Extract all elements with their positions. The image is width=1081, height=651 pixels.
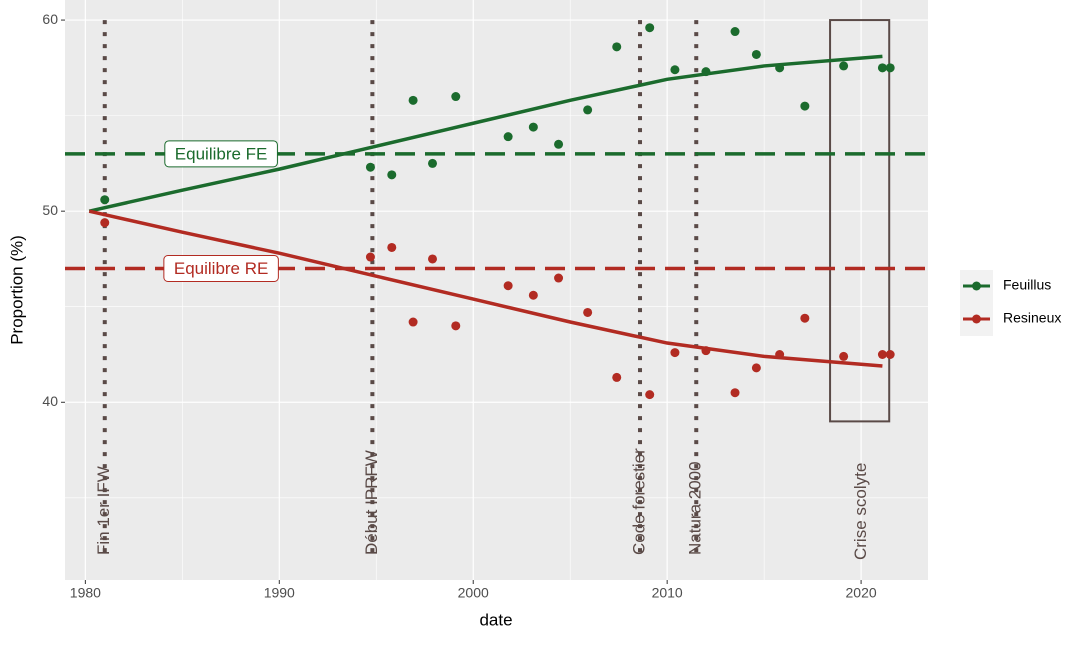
legend-label: Resineux xyxy=(1003,310,1061,326)
point xyxy=(428,254,438,264)
x-tick-label: 2010 xyxy=(652,585,683,601)
legend-point xyxy=(972,314,981,324)
plot-layer: Fin 1er IFW Début IPRFW Code forestier Natu… xyxy=(65,19,928,560)
point xyxy=(877,349,887,359)
point xyxy=(701,67,711,77)
point xyxy=(839,351,849,361)
point xyxy=(528,122,538,132)
x-tick-label: 2000 xyxy=(458,585,489,601)
point xyxy=(365,252,375,262)
period-box xyxy=(829,19,891,423)
point xyxy=(800,313,810,323)
point xyxy=(387,170,397,180)
point xyxy=(528,290,538,300)
point xyxy=(775,349,785,359)
point xyxy=(670,65,680,75)
reference-label-box xyxy=(163,255,279,283)
fit-line xyxy=(88,54,883,213)
reference-label-text: Equilibre FE xyxy=(175,144,268,163)
y-axis-title: Proportion (%) xyxy=(7,235,26,345)
point xyxy=(387,242,397,252)
point xyxy=(730,388,740,398)
reference-label-text: Equilibre RE xyxy=(174,259,269,278)
point xyxy=(839,61,849,71)
legend-label: Feuillus xyxy=(1003,277,1051,293)
point xyxy=(365,162,375,172)
event-label: Fin 1er IFW xyxy=(94,466,113,555)
point xyxy=(583,105,593,115)
point xyxy=(800,101,810,111)
reference-label: Equilibre RE xyxy=(163,255,279,283)
point xyxy=(775,63,785,73)
point xyxy=(554,139,564,149)
period-label: Crise scolyte xyxy=(851,463,870,560)
point xyxy=(885,349,895,359)
point xyxy=(451,321,461,331)
legend: Feuillus Resineux xyxy=(960,270,1061,336)
y-tick-label: 40 xyxy=(42,393,58,409)
point xyxy=(583,307,593,317)
reference-label-box xyxy=(164,140,278,168)
x-axis-title: date xyxy=(479,610,512,629)
point xyxy=(612,42,622,52)
x-tick-label: 1990 xyxy=(264,585,295,601)
point xyxy=(100,218,110,228)
panel xyxy=(65,0,928,580)
fit-line xyxy=(88,209,883,368)
point xyxy=(751,49,761,59)
event-label: Code forestier xyxy=(629,448,648,555)
point xyxy=(451,92,461,102)
event-label: Natura 2000 xyxy=(686,461,705,555)
y-tick-label: 50 xyxy=(42,202,58,218)
reference-label: Equilibre FE xyxy=(164,140,278,168)
event-label: Début IPRFW xyxy=(362,450,381,555)
point xyxy=(877,63,887,73)
x-tick-label: 1980 xyxy=(70,585,101,601)
point xyxy=(408,95,418,105)
point xyxy=(554,273,564,283)
x-tick-label: 2020 xyxy=(846,585,877,601)
point xyxy=(645,23,655,33)
point xyxy=(645,390,655,400)
point xyxy=(730,27,740,37)
point xyxy=(503,132,513,142)
point xyxy=(751,363,761,373)
point xyxy=(428,158,438,168)
point xyxy=(100,195,110,205)
legend-point xyxy=(972,281,981,291)
grid xyxy=(65,0,928,580)
y-tick-label: 60 xyxy=(42,11,58,27)
point xyxy=(885,63,895,73)
point xyxy=(670,348,680,358)
point xyxy=(701,346,711,356)
point xyxy=(503,281,513,291)
point xyxy=(408,317,418,327)
point xyxy=(612,372,622,382)
